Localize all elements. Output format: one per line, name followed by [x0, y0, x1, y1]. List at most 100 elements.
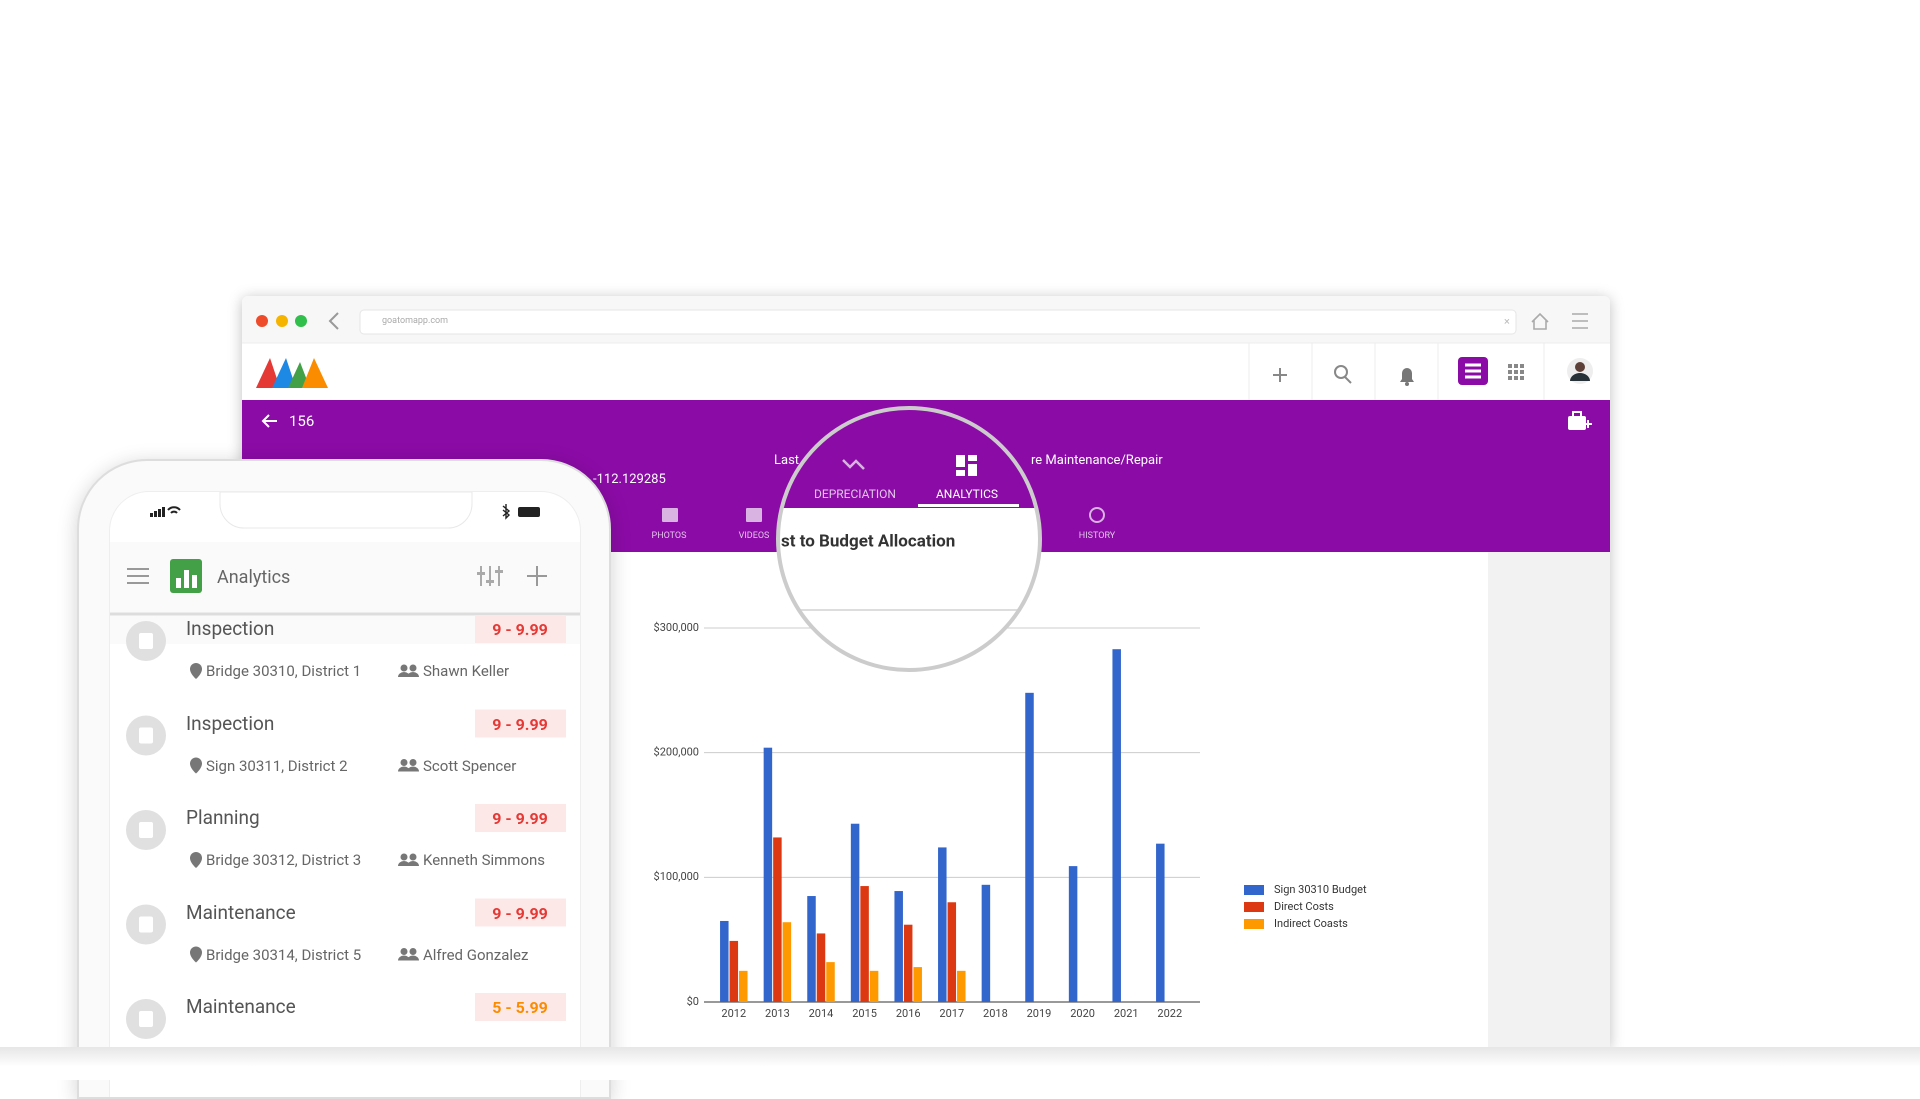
- pin-icon: [190, 757, 202, 774]
- item-icon-glyph: [139, 1011, 153, 1027]
- item-title: Inspection: [186, 617, 275, 640]
- bar: [860, 886, 869, 1002]
- people-icon: [400, 948, 408, 955]
- bar: [826, 962, 835, 1002]
- legend-label: Direct Costs: [1274, 900, 1334, 913]
- item-person: Shawn Keller: [423, 662, 510, 680]
- badge: 9 - 9.99: [492, 714, 548, 734]
- y-tick-label: $200,000: [654, 746, 699, 759]
- y-tick-label: $100,000: [654, 870, 699, 883]
- item-person: Scott Spencer: [423, 756, 517, 775]
- y-tick-label: $0: [687, 995, 699, 1008]
- x-tick-label: 2013: [765, 1007, 790, 1020]
- bar: [894, 891, 903, 1002]
- phone-screen: Analytics Inspection 9 - 9.99 Bridge 30310…: [109, 491, 581, 1097]
- badge: 9 - 9.99: [492, 620, 548, 639]
- bar: [1068, 866, 1078, 1002]
- item-location: Bridge 30312, District 3: [206, 851, 362, 869]
- legend-swatch: [1244, 885, 1264, 895]
- asset-id: 156: [289, 412, 315, 430]
- bar: [763, 747, 773, 1002]
- bar: [947, 902, 957, 1002]
- item-icon-glyph: [139, 916, 153, 933]
- bottom-fade: [0, 1047, 1920, 1080]
- bar: [957, 970, 966, 1002]
- item-title: Planning: [186, 806, 260, 829]
- y-tick-label: $300,000: [654, 621, 699, 634]
- bar: [1025, 692, 1034, 1002]
- x-tick-label: 2017: [939, 1007, 964, 1020]
- chart-heading: st to Budget Allocation: [781, 531, 955, 551]
- item-location: Sign 30311, District 2: [206, 756, 348, 775]
- people-icon: [400, 664, 408, 672]
- legend-label: Indirect Coasts: [1274, 917, 1348, 930]
- bar: [773, 837, 782, 1002]
- people-icon: [400, 759, 408, 766]
- tab[interactable]: DEPRECIATION: [814, 487, 896, 501]
- magnifier: DEPRECIATION ANALYTICS st to Budget Allo…: [776, 406, 1042, 672]
- tab[interactable]: HISTORY: [1078, 531, 1116, 541]
- tab-active[interactable]: ANALYTICS: [936, 487, 998, 501]
- item-icon-glyph: [139, 633, 153, 649]
- pin-icon: [190, 946, 202, 963]
- badge-bg: [475, 615, 566, 643]
- pin-icon: [190, 663, 202, 679]
- item-title: Maintenance: [186, 900, 296, 924]
- x-tick-label: 2014: [809, 1007, 834, 1020]
- bar: [720, 920, 729, 1002]
- bar: [739, 970, 748, 1002]
- bar: [729, 940, 739, 1002]
- badge-bg: [475, 804, 566, 832]
- badge: 9 - 9.99: [492, 809, 548, 828]
- item-icon-glyph: [139, 727, 153, 744]
- phone-title: Analytics: [217, 567, 291, 588]
- x-tick-label: 2022: [1157, 1007, 1182, 1020]
- badge-bg: [475, 993, 566, 1021]
- browser-chrome: ×: [242, 296, 1610, 400]
- badge-bg: [475, 898, 566, 927]
- bar: [850, 823, 860, 1002]
- tab[interactable]: PHOTOS: [651, 531, 687, 541]
- bar: [1156, 843, 1165, 1002]
- people-icon: [398, 766, 419, 772]
- side-panel: [1488, 552, 1610, 1047]
- item-location: Bridge 30310, District 1: [206, 662, 362, 680]
- badge-bg: [475, 709, 566, 738]
- people-icon: [400, 853, 408, 861]
- url[interactable]: goatomapp.com: [382, 316, 449, 326]
- bar: [903, 924, 913, 1002]
- bar: [1112, 649, 1121, 1002]
- item-icon-glyph: [139, 822, 153, 838]
- phone-ui: [110, 492, 580, 1039]
- x-tick-label: 2019: [1027, 1007, 1052, 1020]
- coordinate: -112.129285: [593, 472, 666, 487]
- header-icons: [261, 411, 1592, 523]
- bar: [913, 967, 922, 1002]
- people-icon: [398, 672, 419, 677]
- item-person: Kenneth Simmons: [423, 851, 546, 869]
- people-icon: [409, 664, 417, 672]
- x-tick-label: 2012: [721, 1007, 746, 1020]
- badge: 9 - 9.99: [492, 903, 548, 923]
- people-icon: [398, 955, 419, 961]
- category: re Maintenance/Repair: [1031, 453, 1163, 468]
- phone: Analytics Inspection 9 - 9.99 Bridge 30310…: [77, 459, 611, 1099]
- people-icon: [409, 759, 417, 766]
- legend-label: Sign 30310 Budget: [1274, 883, 1367, 896]
- bar: [938, 847, 947, 1002]
- bar: [816, 933, 826, 1002]
- people-icon: [409, 853, 417, 861]
- item-person: Alfred Gonzalez: [423, 945, 529, 964]
- x-tick-label: 2016: [896, 1007, 921, 1020]
- legend-swatch: [1244, 902, 1264, 912]
- chart: $0 $100,000 $200,000 $300,000 2012 2013 2014 20…: [654, 621, 1367, 1020]
- bar: [782, 922, 792, 1002]
- badge: 5 - 5.99: [492, 998, 548, 1017]
- bar: [807, 896, 816, 1002]
- people-icon: [398, 861, 419, 866]
- item-location: Bridge 30314, District 5: [206, 945, 362, 964]
- legend-swatch: [1244, 919, 1264, 929]
- tab[interactable]: VIDEOS: [738, 531, 770, 541]
- x-tick-label: 2020: [1070, 1007, 1095, 1020]
- x-tick-label: 2021: [1114, 1007, 1139, 1020]
